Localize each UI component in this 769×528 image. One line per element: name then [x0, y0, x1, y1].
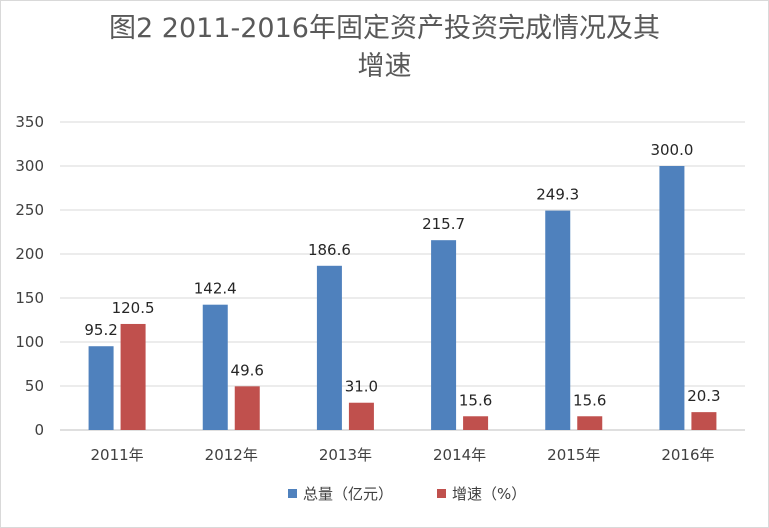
chart-title-line-2: 增速	[357, 51, 412, 82]
data-label-total-3: 215.7	[422, 215, 465, 233]
chart-title: 图2 2011-2016年固定资产投资完成情况及其 增速	[0, 10, 769, 86]
x-tick-label-0: 2011年	[90, 446, 143, 464]
bar-total-2	[316, 265, 342, 430]
data-label-growth-4: 15.6	[573, 391, 606, 409]
bar-growth-2	[348, 402, 374, 430]
data-label-total-4: 249.3	[536, 186, 579, 204]
bar-growth-0	[120, 323, 146, 430]
x-tick-label-2: 2013年	[319, 446, 372, 464]
legend-label-total: 总量（亿元）	[303, 485, 393, 503]
chart-title-line-1: 图2 2011-2016年固定资产投资完成情况及其	[109, 13, 660, 44]
x-tick-label-5: 2016年	[661, 446, 714, 464]
bar-total-3	[431, 240, 457, 430]
legend-swatch-growth	[437, 489, 446, 498]
y-tick-label-350: 350	[15, 113, 44, 131]
x-tick-label-4: 2015年	[547, 446, 600, 464]
y-tick-label-50: 50	[25, 377, 44, 395]
data-label-growth-2: 31.0	[345, 378, 378, 396]
data-label-total-5: 300.0	[650, 141, 693, 159]
bar-growth-5	[691, 412, 717, 430]
y-tick-label-150: 150	[15, 289, 44, 307]
data-label-growth-1: 49.6	[231, 361, 264, 379]
x-tick-label-1: 2012年	[205, 446, 258, 464]
y-tick-label-200: 200	[15, 245, 44, 263]
y-tick-label-250: 250	[15, 201, 44, 219]
y-tick-label-100: 100	[15, 333, 44, 351]
data-label-growth-3: 15.6	[459, 391, 492, 409]
bar-total-4	[545, 210, 571, 430]
data-label-growth-0: 120.5	[112, 299, 155, 317]
x-tick-label-3: 2014年	[433, 446, 486, 464]
y-tick-label-0: 0	[34, 421, 44, 439]
data-label-total-0: 95.2	[84, 321, 117, 339]
bar-growth-4	[577, 416, 603, 430]
data-label-growth-5: 20.3	[687, 387, 720, 405]
bar-growth-3	[463, 416, 489, 430]
legend-label-growth: 增速（%）	[452, 485, 526, 503]
legend-swatch-total	[288, 489, 297, 498]
bar-total-0	[88, 346, 114, 430]
bar-total-5	[659, 166, 685, 430]
bar-growth-1	[234, 386, 260, 430]
data-label-total-2: 186.6	[308, 241, 351, 259]
y-tick-label-300: 300	[15, 157, 44, 175]
bar-total-1	[202, 304, 228, 430]
data-label-total-1: 142.4	[194, 280, 237, 298]
